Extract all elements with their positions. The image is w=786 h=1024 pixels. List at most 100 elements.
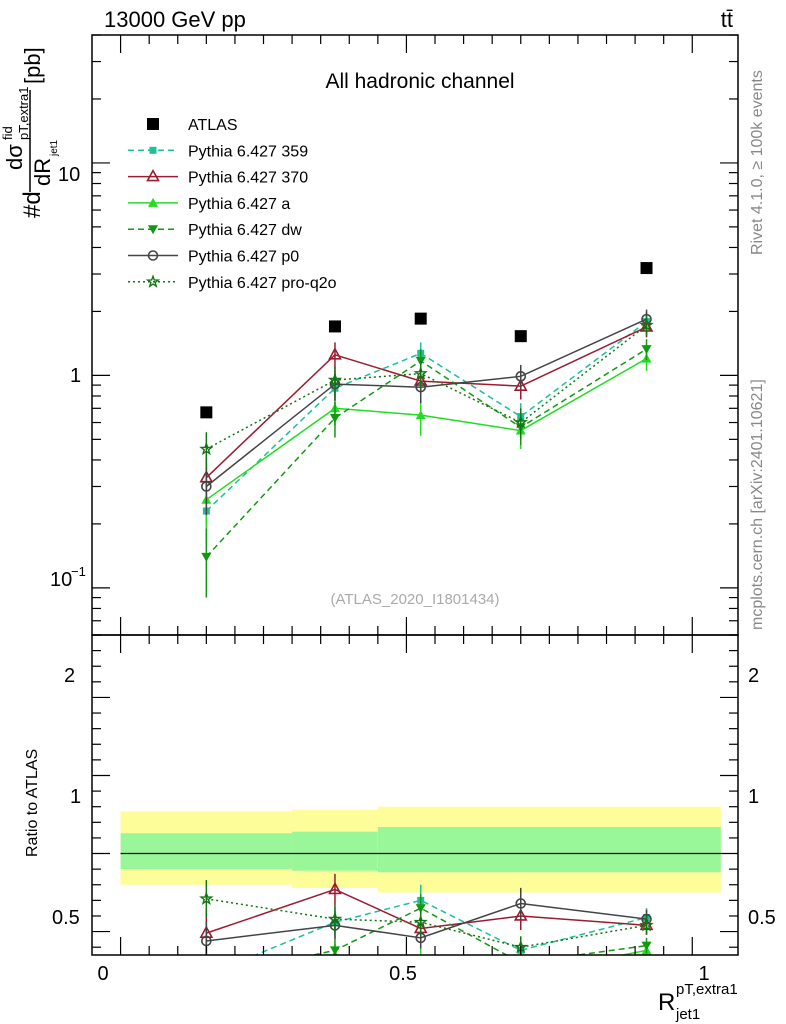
ylabel-numerator-sup: fid — [0, 126, 15, 140]
ratio-ytick-label-left: 0.5 — [52, 907, 80, 929]
xtick-label: 0 — [97, 963, 108, 985]
ratio-y-tick-labels: 0.5 1 2 0.5 1 2 — [52, 665, 776, 929]
point-pythia-6-427-a — [201, 958, 211, 967]
xlabel-main: R — [658, 989, 675, 1016]
point-atlas — [200, 406, 213, 419]
legend-marker — [149, 146, 157, 154]
point-pythia-6-427-pro-q2o — [413, 914, 428, 929]
xlabel-sub: jet1 — [675, 1006, 700, 1023]
point-atlas — [414, 312, 427, 325]
ylabel-denominator: dR — [30, 158, 55, 186]
point-pythia-6-427-p0 — [515, 898, 527, 909]
main-y-tick-labels: 10 −1 1 10 — [50, 164, 86, 591]
analysis-tag: (ATLAS_2020_I1801434) — [330, 591, 499, 608]
ratio-y-axis-label: Ratio to ATLAS — [24, 749, 41, 857]
legend-marker — [148, 225, 158, 235]
legend-marker — [147, 118, 159, 130]
main-chart-title: All hadronic channel — [325, 70, 514, 93]
series-line-pythia-6-427-p0 — [205, 318, 647, 488]
ratio-ytick-label-right: 1 — [748, 786, 759, 808]
xtick-label: 1 — [698, 963, 709, 985]
point-pythia-6-427-a — [516, 970, 526, 979]
ratio-ytick-label-left: 1 — [70, 786, 81, 808]
ratio-bands — [120, 806, 721, 893]
ylabel-hash-d: #d — [19, 191, 46, 218]
legend: ATLAS Pythia 6.427 359 Pythia 6.427 370 Pyt… — [128, 117, 337, 292]
main-panel: All hadronic channel (ATLAS_2020_I180143… — [0, 34, 739, 636]
point-pythia-6-427-pro-q2o — [513, 414, 528, 429]
ratio-band-inner — [377, 827, 721, 873]
main-ytick-label: 10 — [58, 164, 80, 186]
main-ytick-label: 1 — [70, 365, 81, 387]
series-line-pythia-6-427-dw — [310, 907, 647, 955]
legend-marker — [145, 274, 161, 288]
point-pythia-6-427-370 — [328, 347, 342, 360]
ylabel-numerator: dσ — [2, 144, 27, 170]
ylabel-unit: [pb] — [20, 47, 45, 84]
legend-label: Pythia 6.427 370 — [188, 170, 308, 187]
point-pythia-6-427-dw — [415, 904, 426, 914]
point-pythia-6-427-dw — [201, 974, 211, 983]
legend-label: Pythia 6.427 359 — [188, 143, 308, 160]
legend-label: ATLAS — [188, 117, 238, 134]
point-pythia-6-427-dw — [641, 345, 652, 355]
series-line-pythia-6-427-a — [205, 357, 647, 501]
ratio-ytick-label-right: 2 — [748, 665, 759, 687]
ratio-band-inner — [292, 831, 378, 871]
xtick-label: 0.5 — [389, 963, 417, 985]
point-atlas — [328, 320, 341, 333]
ratio-data-marks — [199, 873, 654, 983]
point-pythia-6-427-a — [420, 954, 421, 955]
mcplots-label: mcplots.cern.ch [arXiv:2401.10621] — [749, 379, 766, 630]
main-data-marks — [199, 262, 654, 598]
x-tick-labels: 0 0.5 1 — [97, 963, 709, 985]
point-pythia-6-427-pro-q2o — [639, 917, 654, 932]
point-pythia-6-427-p0 — [201, 481, 212, 492]
ratio-axes-ticks — [92, 634, 738, 955]
legend-label: Pythia 6.427 a — [188, 196, 290, 213]
legend-label: Pythia 6.427 dw — [188, 222, 302, 239]
point-pythia-6-427-370 — [328, 881, 342, 895]
rivet-label: Rivet 4.1.0, ≥ 100k events — [749, 70, 766, 255]
point-pythia-6-427-dw — [329, 414, 340, 424]
point-pythia-6-427-370 — [513, 378, 528, 391]
legend-label: Pythia 6.427 pro-q2o — [188, 275, 337, 292]
point-pythia-6-427-pro-q2o — [413, 366, 428, 380]
legend-label: Pythia 6.427 p0 — [188, 249, 299, 266]
point-pythia-6-427-dw — [641, 941, 652, 951]
ratio-panel: Ratio to ATLAS 0.5 1 2 0.5 1 2 0 0.5 1 R… — [24, 634, 776, 1023]
main-axes-ticks — [92, 34, 738, 636]
point-atlas — [514, 330, 527, 343]
point-pythia-6-427-dw — [516, 959, 526, 968]
legend-marker — [148, 197, 158, 207]
legend-marker — [147, 250, 159, 261]
main-ytick-label: 10 — [50, 569, 72, 591]
point-pythia-6-427-pro-q2o — [639, 317, 654, 332]
point-pythia-6-427-359 — [203, 972, 210, 979]
ratio-ytick-label-right: 0.5 — [748, 907, 776, 929]
point-pythia-6-427-370 — [513, 908, 528, 921]
energy-label: 13000 GeV pp — [104, 7, 246, 32]
ratio-ytick-label-left: 2 — [64, 665, 75, 687]
x-axis-label: R pT,extra1 jet1 — [658, 981, 738, 1023]
point-pythia-6-427-a — [415, 410, 426, 420]
ylabel-denominator-sub: jet1 — [49, 139, 60, 157]
point-pythia-6-427-pro-q2o — [327, 372, 343, 387]
ratio-band-inner — [120, 833, 293, 870]
legend-marker — [146, 168, 160, 182]
point-pythia-6-427-pro-q2o — [327, 911, 343, 926]
process-label: tt̄ — [721, 7, 733, 32]
point-pythia-6-427-p0 — [201, 935, 212, 947]
point-pythia-6-427-p0 — [515, 371, 527, 382]
ylabel-numerator-sub: pT,extra1 — [16, 87, 31, 140]
main-ytick-exponent: −1 — [71, 564, 86, 579]
point-pythia-6-427-pro-q2o — [199, 891, 214, 905]
point-atlas — [640, 262, 653, 275]
xlabel-sup: pT,extra1 — [676, 981, 738, 998]
series-line-pythia-6-427-pro-q2o — [206, 898, 647, 948]
main-y-axis-label: #d dσ fid pT,extra1 dR jet1 [pb] — [0, 47, 60, 218]
ratio-frame — [91, 634, 739, 956]
point-pythia-6-427-dw — [201, 552, 212, 562]
point-pythia-6-427-pro-q2o — [199, 441, 214, 456]
